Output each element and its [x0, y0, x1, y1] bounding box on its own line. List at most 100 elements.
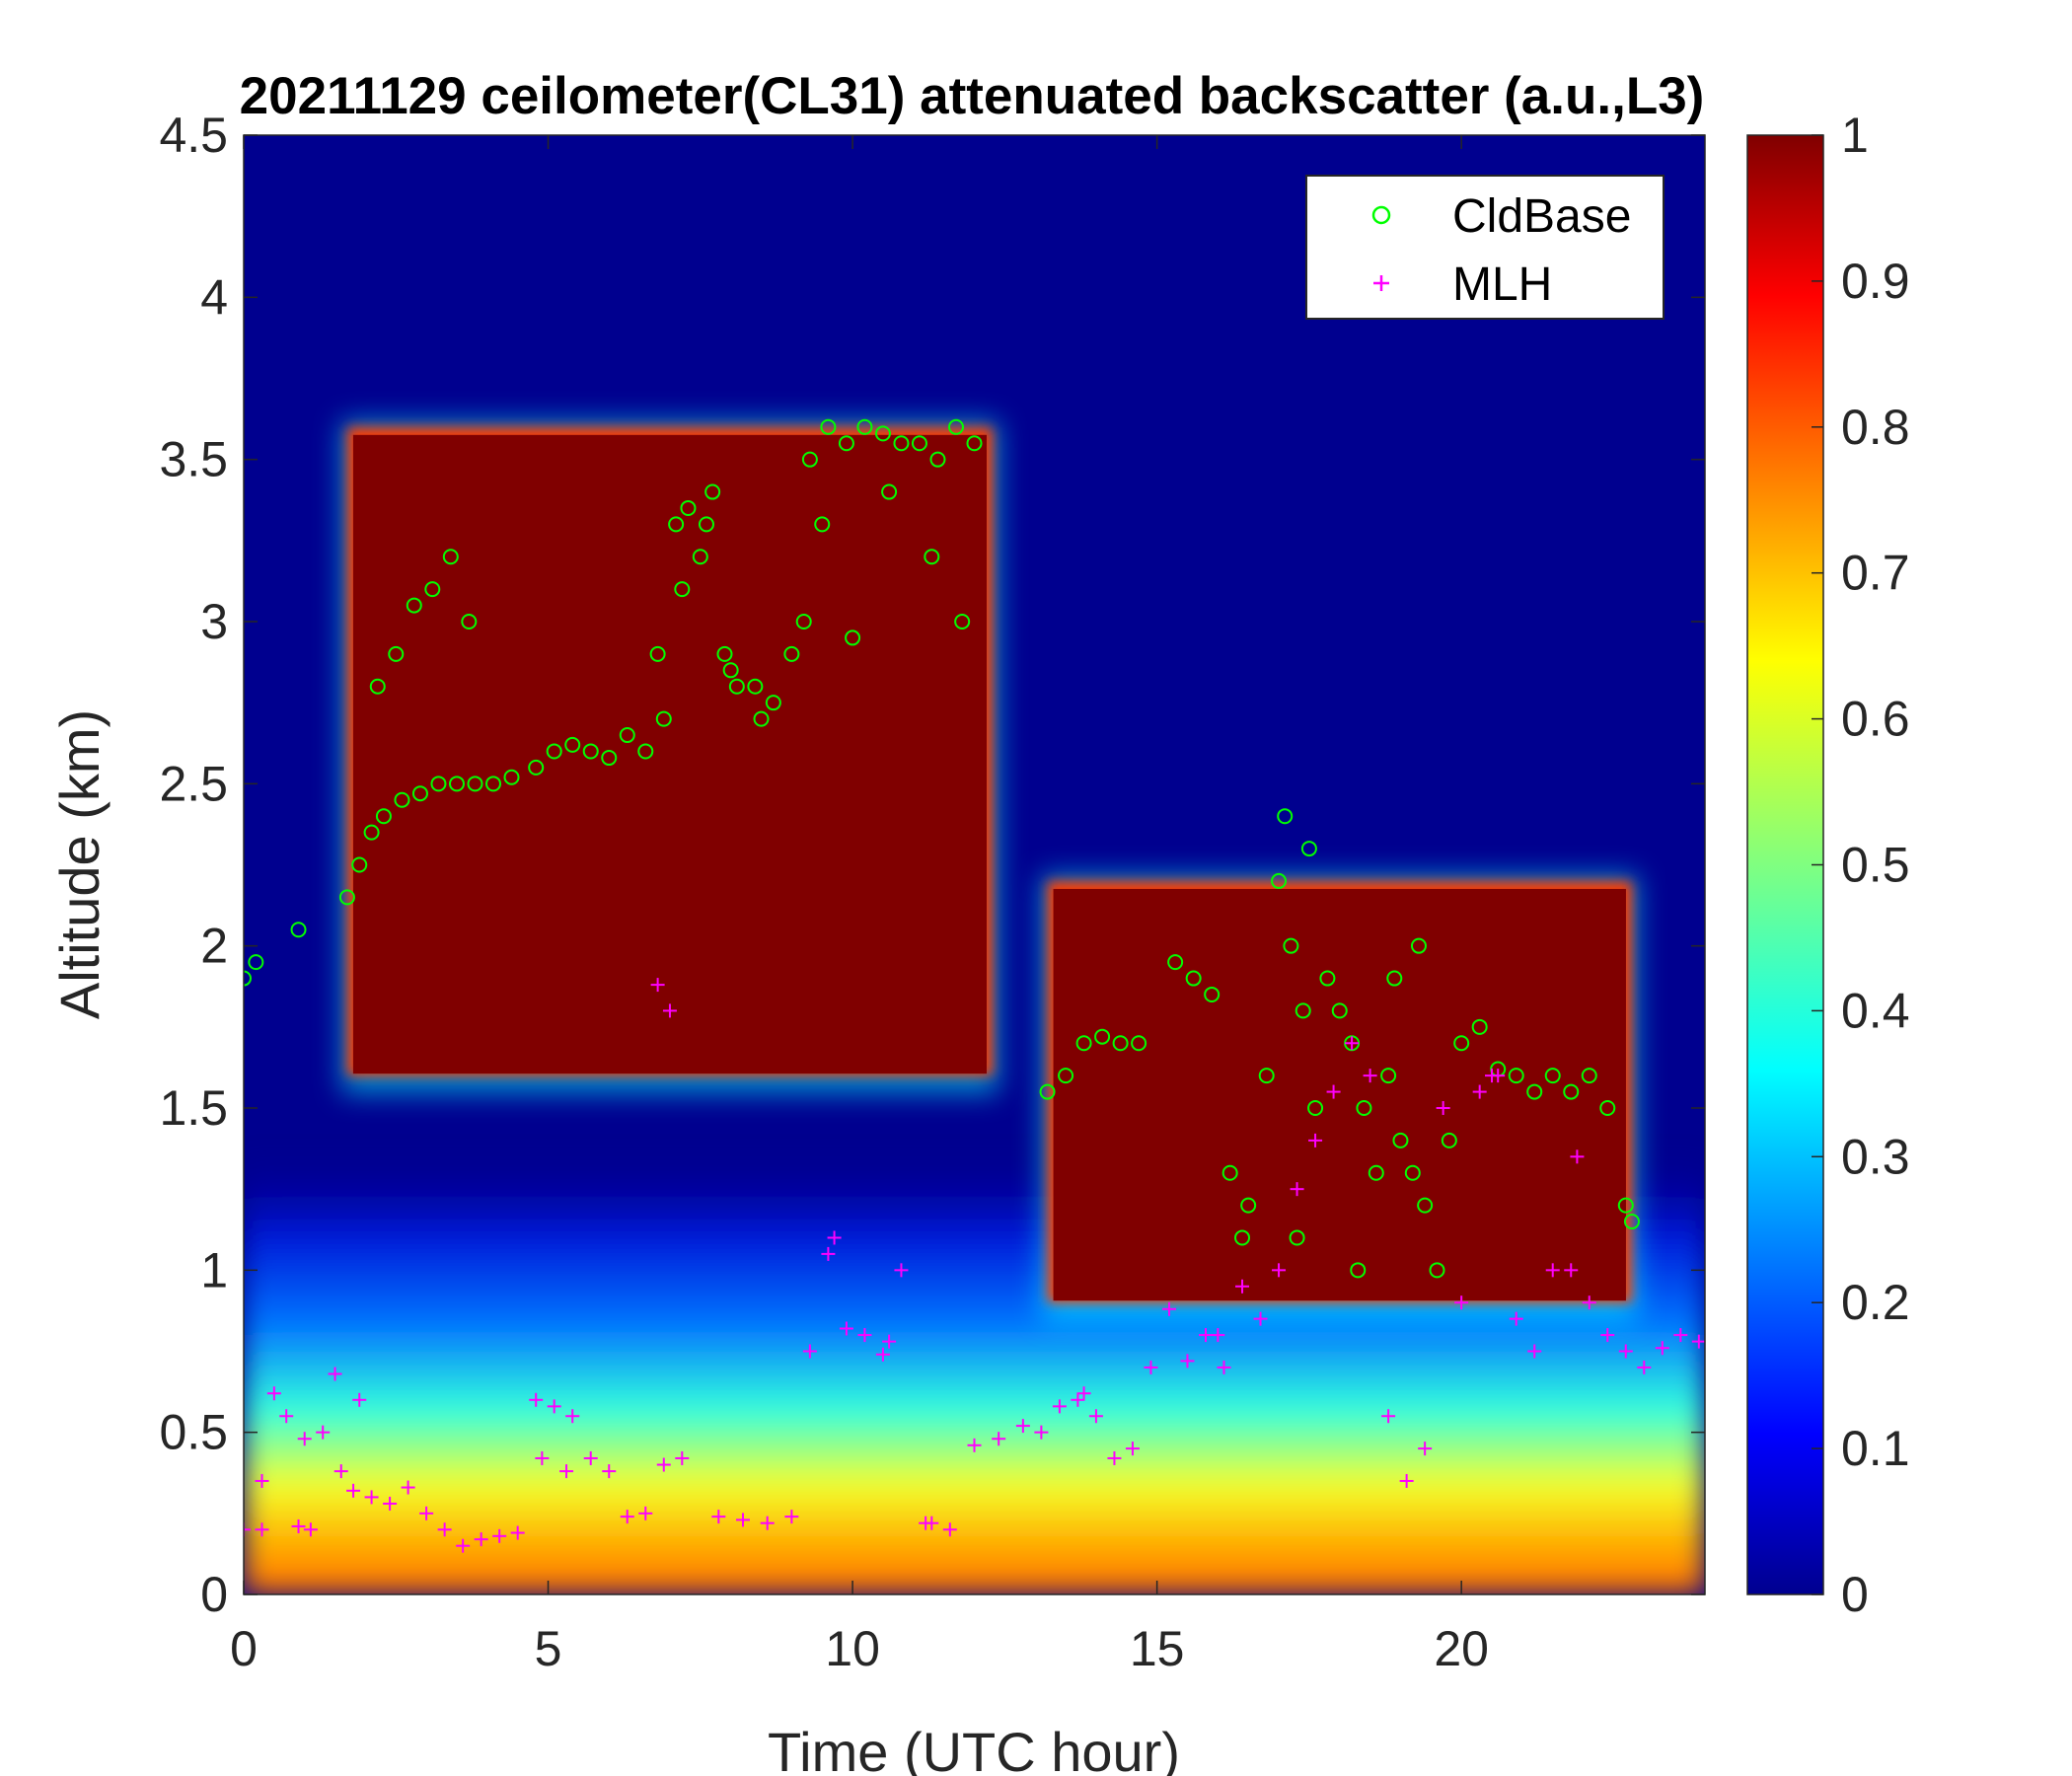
cldbase-point: [716, 645, 733, 662]
mlh-point: [244, 1522, 251, 1537]
cldbase-point: [911, 435, 927, 452]
y-tick-label: 1.5: [159, 1080, 228, 1136]
colorbar-tick-label: 0.2: [1841, 1275, 1910, 1330]
mlh-point: [1211, 1328, 1225, 1343]
mlh-point: [559, 1464, 574, 1479]
cldbase-point: [1131, 1035, 1147, 1052]
mlh-point: [583, 1450, 598, 1465]
mlh-point: [1198, 1328, 1213, 1343]
cldbase-point: [442, 549, 459, 565]
mlh-point: [1272, 1263, 1287, 1278]
cldbase-point: [290, 922, 307, 938]
cldbase-point: [1356, 1100, 1372, 1116]
mlh-point: [894, 1263, 909, 1278]
cldbase-point: [582, 743, 599, 760]
mlh-point: [535, 1450, 550, 1465]
legend-box: [1305, 175, 1665, 320]
cldbase-point: [881, 483, 898, 500]
cldbase-point: [820, 418, 837, 435]
cldbase-point: [838, 435, 854, 452]
mlh-point: [839, 1321, 853, 1336]
cldbase-point: [1277, 808, 1294, 825]
mlh-point: [1076, 1386, 1091, 1401]
mlh-point: [1509, 1311, 1523, 1326]
mlh-point: [827, 1230, 842, 1245]
cldbase-point: [424, 581, 441, 598]
mlh-point: [1034, 1425, 1049, 1440]
x-axis: 0 5 10 15 20: [230, 135, 1489, 1676]
mlh-point: [1071, 1392, 1085, 1407]
cldbase-point: [461, 614, 478, 629]
cldbase-point: [1039, 1083, 1056, 1100]
colorbar-tick-label: 0.7: [1841, 546, 1910, 601]
mlh-point: [1052, 1399, 1067, 1414]
cldbase-point: [1471, 1018, 1488, 1035]
cldbase-point: [448, 776, 465, 792]
cldbase-point: [893, 435, 910, 452]
mlh-point: [279, 1409, 294, 1424]
cldbase-point: [1508, 1068, 1524, 1084]
x-tick-label: 20: [1434, 1621, 1489, 1676]
y-tick-label: 1: [200, 1242, 228, 1297]
colorbar-ticks: 0 0.1 0.2 0.3 0.4 0.5 0.6 0.7 0.8 0.9 1: [1812, 108, 1910, 1622]
cldbase-point: [248, 954, 264, 971]
mlh-point: [1454, 1295, 1469, 1310]
mlh-point: [1582, 1295, 1596, 1310]
mlh-point: [1363, 1069, 1377, 1083]
cldbase-point: [856, 418, 873, 435]
mlh-point: [711, 1510, 726, 1524]
cldbase-point: [1380, 1068, 1397, 1084]
mlh-point: [419, 1506, 434, 1520]
cldbase-point: [924, 549, 940, 565]
cldbase-point: [351, 856, 368, 873]
colorbar-tick-label: 0.6: [1841, 692, 1910, 747]
cldbase-point: [1221, 1164, 1238, 1181]
mlh-point: [437, 1522, 452, 1537]
cldbase-point: [698, 516, 714, 533]
legend-mlh-marker: [1373, 275, 1389, 291]
y-tick-label: 4.5: [159, 108, 228, 163]
cldbase-point: [1185, 970, 1202, 987]
cldbase-point: [244, 970, 252, 987]
mlh-point: [736, 1513, 751, 1527]
mlh-point: [547, 1399, 561, 1414]
cldbase-point: [929, 451, 946, 468]
cldbase-point: [619, 727, 635, 744]
mlh-point: [1161, 1301, 1176, 1316]
cldbase-point: [1417, 1197, 1434, 1214]
mlh-point: [1472, 1084, 1487, 1099]
mlh-point: [1253, 1311, 1268, 1326]
mlh-point: [1217, 1360, 1231, 1374]
cldbase-point: [1453, 1035, 1470, 1052]
cldbase-point: [546, 743, 562, 760]
mlh-point: [492, 1528, 507, 1543]
cldbase-point: [1331, 1002, 1348, 1019]
mlh-point: [1527, 1344, 1542, 1359]
cldbase-point: [1058, 1068, 1074, 1084]
cldbase-point: [966, 435, 983, 452]
series-cldbase: [244, 418, 1640, 1279]
mlh-point: [328, 1367, 342, 1381]
colorbar: 0 0.1 0.2 0.3 0.4 0.5 0.6 0.7 0.8 0.9 1: [1746, 108, 1910, 1622]
mlh-point: [1144, 1360, 1158, 1374]
mlh-point: [675, 1450, 690, 1465]
mlh-point: [1308, 1133, 1323, 1147]
mlh-point: [662, 1003, 677, 1018]
colorbar-tick-label: 0.3: [1841, 1129, 1910, 1184]
cldbase-point: [411, 785, 428, 802]
cloud-core-1: [1053, 888, 1626, 1301]
cldbase-point: [1300, 841, 1317, 857]
cldbase-point: [564, 736, 581, 753]
mlh-point: [266, 1386, 281, 1401]
mlh-point: [942, 1522, 957, 1537]
mlh-point: [255, 1473, 269, 1488]
cldbase-point: [747, 678, 764, 695]
colorbar-tick-label: 1: [1841, 108, 1869, 163]
y-tick-label: 2.5: [159, 756, 228, 811]
cldbase-point: [1410, 937, 1427, 954]
x-tick-label: 15: [1130, 1621, 1185, 1676]
cldbase-point: [363, 824, 380, 841]
mlh-point: [456, 1538, 471, 1553]
mlh-point: [1436, 1101, 1450, 1115]
